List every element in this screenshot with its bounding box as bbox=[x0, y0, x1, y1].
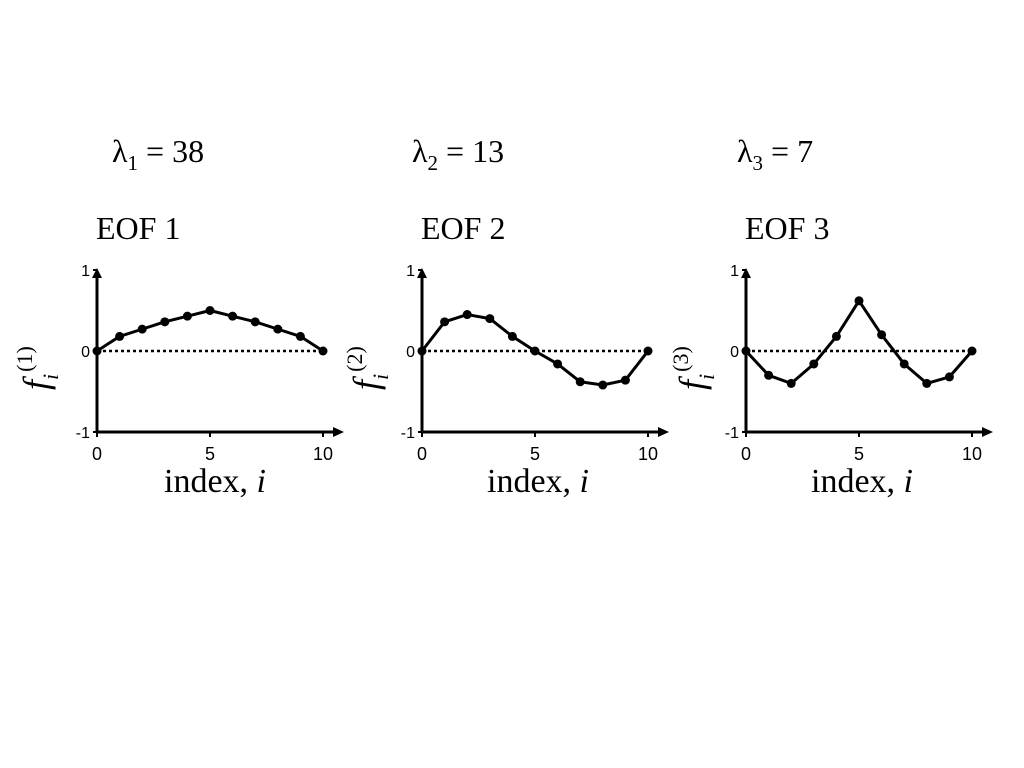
series-line bbox=[96, 309, 324, 353]
x-axis-label-variable: i bbox=[904, 463, 913, 500]
data-point bbox=[967, 346, 977, 356]
y-axis-arrow bbox=[741, 268, 751, 278]
y-axis-label: fi(1) bbox=[12, 346, 63, 390]
eigenvalue-label: λ1 = 38 bbox=[112, 133, 204, 175]
x-axis-label-variable: i bbox=[257, 463, 266, 500]
data-point bbox=[877, 330, 887, 340]
data-point bbox=[182, 311, 192, 321]
y-tick-label: 1 bbox=[730, 263, 739, 280]
data-point bbox=[228, 311, 238, 321]
data-point bbox=[295, 331, 305, 341]
lambda-subscript: 3 bbox=[753, 151, 764, 175]
y-axis-label-subscript: i bbox=[368, 374, 393, 380]
x-tick-label: 10 bbox=[638, 444, 658, 464]
data-point bbox=[741, 346, 751, 356]
data-point bbox=[944, 372, 954, 382]
data-point bbox=[115, 331, 125, 341]
y-tick-label: 1 bbox=[81, 263, 90, 280]
data-point bbox=[485, 314, 495, 324]
data-point bbox=[764, 370, 774, 380]
x-axis-label: index, i bbox=[164, 463, 266, 500]
data-point bbox=[273, 324, 283, 334]
y-tick-label: 0 bbox=[81, 344, 90, 361]
series-line bbox=[744, 299, 974, 385]
lambda-symbol: λ bbox=[737, 133, 753, 169]
data-point bbox=[620, 375, 630, 385]
data-point bbox=[831, 331, 841, 341]
chart-title: EOF 3 bbox=[745, 210, 829, 246]
data-point bbox=[92, 346, 102, 356]
data-point bbox=[786, 378, 796, 388]
data-point bbox=[205, 306, 215, 315]
chart-title: EOF 1 bbox=[96, 210, 180, 246]
y-axis-label-subscript: i bbox=[38, 374, 63, 380]
data-point bbox=[160, 317, 170, 327]
x-axis-label-variable: i bbox=[580, 463, 589, 500]
eigenvalue-value: = 7 bbox=[763, 133, 813, 169]
y-tick-label: 1 bbox=[406, 263, 415, 280]
y-axis-arrow bbox=[417, 268, 427, 278]
x-tick-label: 0 bbox=[92, 444, 102, 464]
data-point bbox=[462, 310, 472, 320]
data-point bbox=[553, 359, 563, 369]
data-point bbox=[598, 380, 608, 390]
y-tick-label: 0 bbox=[730, 344, 739, 361]
y-axis-label-subscript: i bbox=[694, 374, 719, 380]
x-tick-label: 0 bbox=[741, 444, 751, 464]
x-tick-label: 5 bbox=[530, 444, 540, 464]
y-axis-label-superscript: (2) bbox=[342, 346, 367, 372]
eigenvalue-label: λ2 = 13 bbox=[412, 133, 504, 175]
data-point bbox=[809, 359, 819, 369]
data-point bbox=[643, 346, 653, 356]
y-axis-label: fi(2) bbox=[342, 346, 393, 390]
y-tick-label: -1 bbox=[401, 425, 415, 442]
x-axis-label: index, i bbox=[811, 463, 913, 500]
x-tick-label: 5 bbox=[854, 444, 864, 464]
x-axis-label-text: index, bbox=[487, 463, 580, 500]
data-point bbox=[899, 359, 909, 369]
data-point bbox=[854, 296, 864, 306]
data-point bbox=[417, 346, 427, 356]
eigenvalue-value: = 38 bbox=[138, 133, 204, 169]
x-tick-label: 5 bbox=[205, 444, 215, 464]
x-axis-label: index, i bbox=[487, 463, 589, 500]
y-tick-label: -1 bbox=[76, 425, 90, 442]
eigenvalue-label: λ3 = 7 bbox=[737, 133, 813, 175]
y-axis-label-superscript: (1) bbox=[12, 346, 37, 372]
lambda-subscript: 1 bbox=[128, 151, 139, 175]
data-point bbox=[530, 346, 540, 356]
data-point bbox=[137, 324, 147, 334]
lambda-symbol: λ bbox=[112, 133, 128, 169]
x-axis-arrow bbox=[982, 427, 993, 437]
y-axis-arrow bbox=[92, 268, 102, 278]
data-point bbox=[575, 377, 585, 387]
data-point bbox=[318, 346, 328, 356]
data-point bbox=[440, 317, 450, 327]
lambda-subscript: 2 bbox=[428, 151, 439, 175]
data-point bbox=[507, 331, 517, 341]
lambda-symbol: λ bbox=[412, 133, 428, 169]
x-tick-label: 10 bbox=[313, 444, 333, 464]
x-axis-label-text: index, bbox=[811, 463, 904, 500]
data-point bbox=[922, 378, 932, 388]
x-tick-label: 10 bbox=[962, 444, 982, 464]
x-tick-label: 0 bbox=[417, 444, 427, 464]
x-axis-arrow bbox=[333, 427, 344, 437]
eigenvalue-value: = 13 bbox=[438, 133, 504, 169]
x-axis-arrow bbox=[658, 427, 669, 437]
y-tick-label: -1 bbox=[725, 425, 739, 442]
x-axis-label-text: index, bbox=[164, 463, 257, 500]
y-axis-label-superscript: (3) bbox=[668, 346, 693, 372]
data-point bbox=[250, 317, 260, 327]
chart-title: EOF 2 bbox=[421, 210, 505, 246]
y-axis-label: fi(3) bbox=[668, 346, 719, 390]
y-tick-label: 0 bbox=[406, 344, 415, 361]
